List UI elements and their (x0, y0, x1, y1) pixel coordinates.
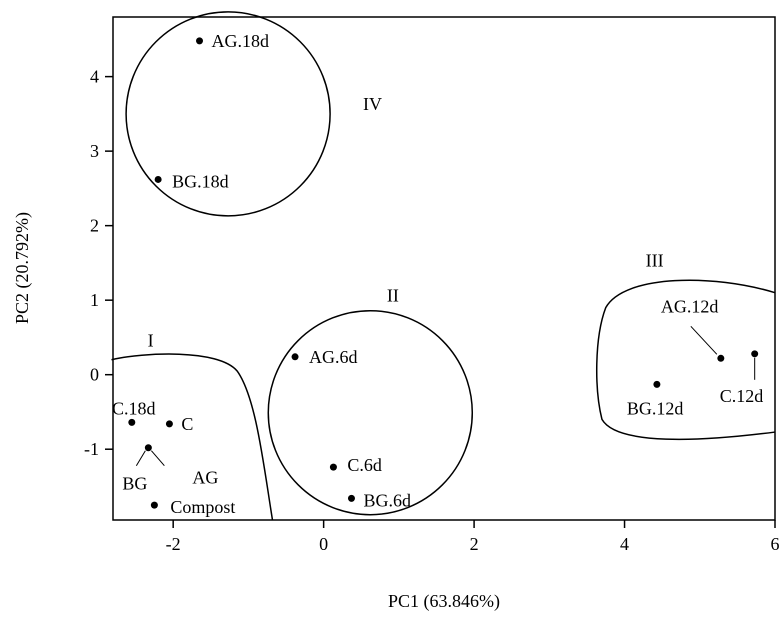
data-point (347, 494, 355, 502)
point-label: AG.18d (212, 31, 269, 51)
point-label: BG (122, 474, 147, 494)
group-label: IV (363, 94, 382, 114)
point-label: C.18d (112, 398, 156, 418)
y-tick-label: 1 (90, 290, 99, 310)
label-leader-line (690, 325, 718, 355)
group-iii-outline (595, 279, 776, 441)
point-label: AG.6d (309, 347, 358, 367)
data-point (154, 175, 162, 183)
x-axis-title: PC1 (63.846%) (388, 591, 500, 612)
point-label: BG.12d (627, 398, 684, 418)
point-label: Compost (170, 497, 235, 517)
group-label: II (387, 286, 399, 306)
point-label: BG.18d (172, 171, 229, 191)
point-label: C (181, 414, 193, 434)
point-label: C.6d (347, 455, 382, 475)
group-iv-outline (125, 11, 331, 217)
y-tick-label: 3 (90, 141, 99, 161)
x-tick-label: 4 (620, 534, 629, 554)
data-point (165, 420, 173, 428)
y-axis-title: PC2 (20.792%) (12, 212, 33, 324)
data-point (751, 350, 759, 358)
point-label: C.12d (720, 386, 764, 406)
group-ii-outline (267, 309, 474, 516)
point-label: BG.6d (363, 490, 411, 510)
x-tick-label: 2 (470, 534, 479, 554)
group-label: III (646, 251, 664, 271)
y-tick-label: 4 (90, 67, 99, 87)
y-tick-label: -1 (84, 439, 99, 459)
data-point (196, 37, 204, 45)
group-i-outline (111, 353, 274, 521)
y-tick-label: 0 (90, 365, 99, 385)
x-tick-label: -2 (166, 534, 181, 554)
data-point (291, 353, 299, 361)
axes: -2 0 2 4 6 -1 0 1 2 3 4 (84, 67, 780, 554)
data-point (717, 354, 725, 362)
label-leader-line (150, 450, 165, 467)
data-point (653, 380, 661, 388)
data-point (150, 501, 158, 509)
data-points: AG.18d BG.18d AG.6d C.6d BG.6d C.18d C AG BG Comp… (112, 31, 763, 517)
y-tick-label: 2 (90, 216, 99, 236)
x-tick-label: 0 (319, 534, 328, 554)
plot-frame (112, 16, 776, 521)
x-tick-label: 6 (771, 534, 780, 554)
point-label: AG.12d (661, 296, 719, 316)
label-leader-line (135, 450, 146, 466)
data-point (329, 463, 337, 471)
data-point (128, 418, 136, 426)
group-label: I (148, 330, 154, 350)
point-label: AG (192, 468, 218, 488)
data-point (144, 444, 152, 452)
